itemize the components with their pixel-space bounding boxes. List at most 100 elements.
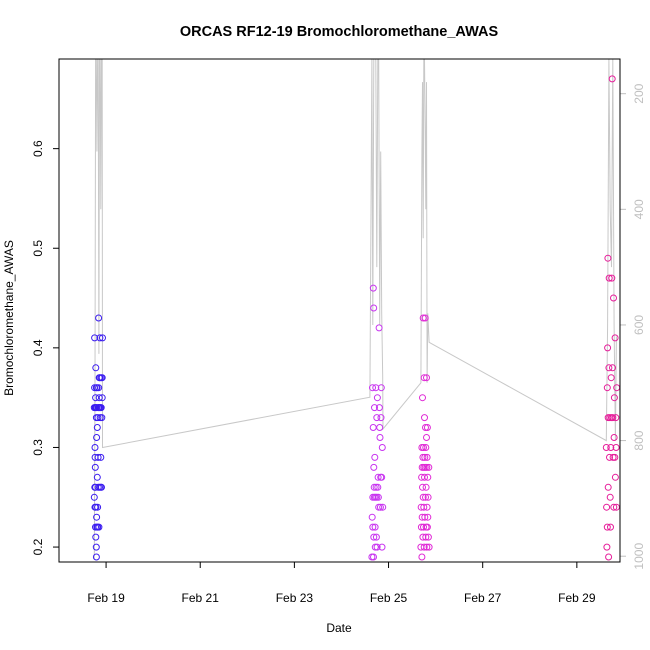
data-point — [423, 463, 431, 471]
x-tick-label: Feb 27 — [464, 591, 502, 605]
data-point — [98, 394, 106, 402]
data-point — [610, 434, 618, 441]
data-point — [423, 424, 431, 431]
data-point — [421, 513, 429, 521]
x-tick-label: Feb 23 — [276, 591, 314, 605]
data-point — [606, 493, 614, 501]
data-point — [98, 414, 106, 422]
data-point — [424, 513, 432, 521]
data-point — [420, 444, 427, 451]
data-point — [97, 453, 105, 461]
data-point — [93, 434, 101, 441]
data-point — [90, 493, 98, 501]
data-point — [605, 364, 613, 372]
data-point — [422, 533, 430, 541]
data-point — [375, 324, 383, 332]
data-point — [419, 394, 426, 402]
data-point — [421, 414, 428, 422]
data-point — [418, 553, 426, 561]
data-point — [376, 434, 384, 441]
data-point — [606, 453, 613, 461]
data-point — [370, 533, 378, 541]
data-point — [94, 503, 102, 511]
data-point — [92, 543, 100, 551]
y2-tick-label: 1000 — [632, 543, 646, 570]
x-tick-label: Feb 21 — [182, 591, 220, 605]
data-point — [603, 384, 611, 392]
data-point — [93, 424, 101, 431]
data-point — [378, 473, 386, 481]
data-point — [423, 374, 430, 382]
data-point — [419, 493, 427, 501]
data-point — [604, 344, 612, 352]
data-point — [376, 503, 384, 511]
data-point — [605, 274, 613, 282]
data-point — [92, 364, 100, 372]
data-point — [93, 513, 101, 521]
data-point — [372, 533, 380, 541]
x-tick-label: Feb 25 — [370, 591, 408, 605]
data-point — [95, 384, 103, 392]
data-point — [611, 453, 619, 461]
data-point — [374, 473, 382, 481]
data-point — [97, 404, 105, 412]
data-point — [612, 444, 620, 451]
data-point — [92, 394, 100, 402]
data-point — [611, 334, 619, 342]
data-point — [377, 414, 385, 422]
data-point — [370, 483, 378, 491]
y2-tick-label: 200 — [632, 83, 646, 103]
data-point — [95, 314, 103, 322]
data-point — [419, 453, 427, 461]
data-point — [605, 553, 613, 561]
data-point — [91, 444, 99, 451]
plot-frame — [58, 58, 621, 563]
data-point — [94, 414, 102, 422]
flight-series-3 — [417, 314, 433, 561]
data-point — [93, 473, 101, 481]
data-point — [370, 553, 377, 561]
data-point — [369, 424, 377, 431]
data-point — [611, 473, 619, 481]
data-point — [425, 543, 433, 551]
data-point — [98, 374, 106, 382]
data-point — [609, 414, 617, 422]
data-point — [419, 314, 427, 322]
data-point — [610, 394, 618, 402]
data-point — [612, 414, 620, 422]
data-point — [377, 384, 385, 392]
data-point — [608, 75, 616, 83]
data-point — [373, 414, 381, 422]
flight-series-2 — [368, 284, 387, 561]
data-point — [420, 503, 428, 511]
data-point — [422, 424, 429, 431]
chart-title: ORCAS RF12-19 Bromochloromethane_AWAS — [180, 24, 499, 40]
data-point — [373, 543, 381, 551]
data-point — [420, 543, 428, 551]
data-point — [419, 483, 426, 491]
data-point — [369, 384, 376, 392]
data-point — [607, 523, 614, 531]
data-point — [424, 473, 432, 481]
y2-tick-label: 600 — [632, 315, 646, 335]
data-point — [609, 364, 616, 372]
data-point — [91, 334, 99, 342]
data-point — [612, 503, 620, 511]
data-point — [421, 453, 429, 461]
y2-tick-label: 800 — [632, 430, 646, 450]
data-point — [373, 394, 381, 402]
data-point — [371, 523, 379, 531]
data-point — [422, 444, 430, 451]
data-point — [371, 404, 378, 412]
data-point — [607, 444, 615, 451]
data-point — [369, 523, 377, 531]
data-point — [370, 463, 378, 471]
data-point — [603, 503, 611, 511]
data-point — [421, 314, 429, 322]
y-tick-label: 0.4 — [31, 339, 45, 356]
data-point — [423, 523, 431, 531]
flight-series-4 — [602, 75, 621, 561]
data-point — [610, 503, 618, 511]
x-tick-label: Feb 19 — [87, 591, 125, 605]
